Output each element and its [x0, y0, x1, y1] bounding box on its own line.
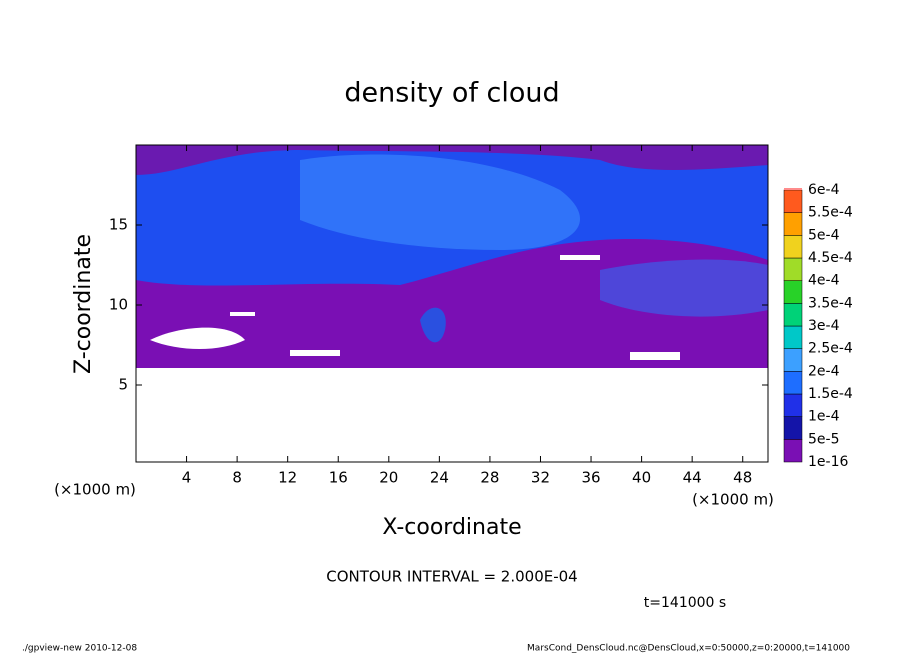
x-tick-label: 40	[632, 469, 651, 487]
y-tick-label: 15	[109, 216, 128, 234]
colorbar-box	[783, 325, 803, 349]
x-tick-label: 16	[329, 469, 348, 487]
x-tick-label: 36	[581, 469, 600, 487]
x-tick-label: 48	[733, 469, 752, 487]
chart-title: density of cloud	[344, 78, 559, 109]
colorbar-box	[783, 303, 803, 327]
colorbar-label: 5e-4	[808, 227, 840, 243]
colorbar-box	[783, 212, 803, 236]
colorbar-label: 4.5e-4	[808, 250, 853, 266]
x-tick-label: 28	[480, 469, 499, 487]
colorbar-label: 3.5e-4	[808, 295, 853, 311]
colorbar-box	[783, 348, 803, 372]
x-tick-label: 8	[232, 469, 242, 487]
colorbar-label: 5.5e-4	[808, 205, 853, 221]
colorbar-label: 1e-4	[808, 409, 840, 425]
footer-right: MarsCond_DensCloud.nc@DensCloud,x=0:5000…	[527, 644, 850, 654]
colorbar-box	[783, 393, 803, 417]
y-axis-label: Z-coordinate	[71, 234, 96, 374]
x-tick-label: 32	[531, 469, 550, 487]
colorbar-label: 4e-4	[808, 273, 840, 289]
colorbar-label: 2.5e-4	[808, 341, 853, 357]
x-tick-label: 4	[182, 469, 192, 487]
contour-interval: CONTOUR INTERVAL = 2.000E-04	[326, 568, 577, 586]
colorbar-label: 1.5e-4	[808, 386, 853, 402]
field	[136, 145, 768, 462]
colorbar-box	[783, 235, 803, 259]
colorbar-box	[783, 416, 803, 440]
colorbar-box	[783, 439, 803, 463]
plot-frame	[135, 144, 769, 463]
y-tick-label: 10	[109, 296, 128, 314]
x-axis-label: X-coordinate	[382, 515, 521, 540]
colorbar-box	[783, 371, 803, 395]
x-tick-label: 20	[379, 469, 398, 487]
colorbar-label: 5e-5	[808, 431, 839, 447]
x-tick-label: 44	[683, 469, 702, 487]
colorbar-label: 6e-4	[808, 182, 840, 198]
colorbar-label: 2e-4	[808, 363, 840, 379]
footer-left: ./gpview-new 2010-12-08	[22, 644, 137, 654]
colorbar-box	[783, 280, 803, 304]
colorbar-label: 1e-16	[808, 454, 848, 470]
x-tick-label: 12	[278, 469, 297, 487]
colorbar-box	[783, 257, 803, 281]
time-label: t=141000 s	[644, 595, 726, 611]
colorbar-color	[784, 188, 802, 190]
x-tick-label: 24	[430, 469, 449, 487]
y-unit: (×1000 m)	[54, 481, 136, 499]
y-tick-label: 5	[118, 376, 128, 394]
colorbar-box	[783, 189, 803, 213]
x-unit: (×1000 m)	[692, 491, 774, 509]
colorbar-label: 3e-4	[808, 318, 840, 334]
